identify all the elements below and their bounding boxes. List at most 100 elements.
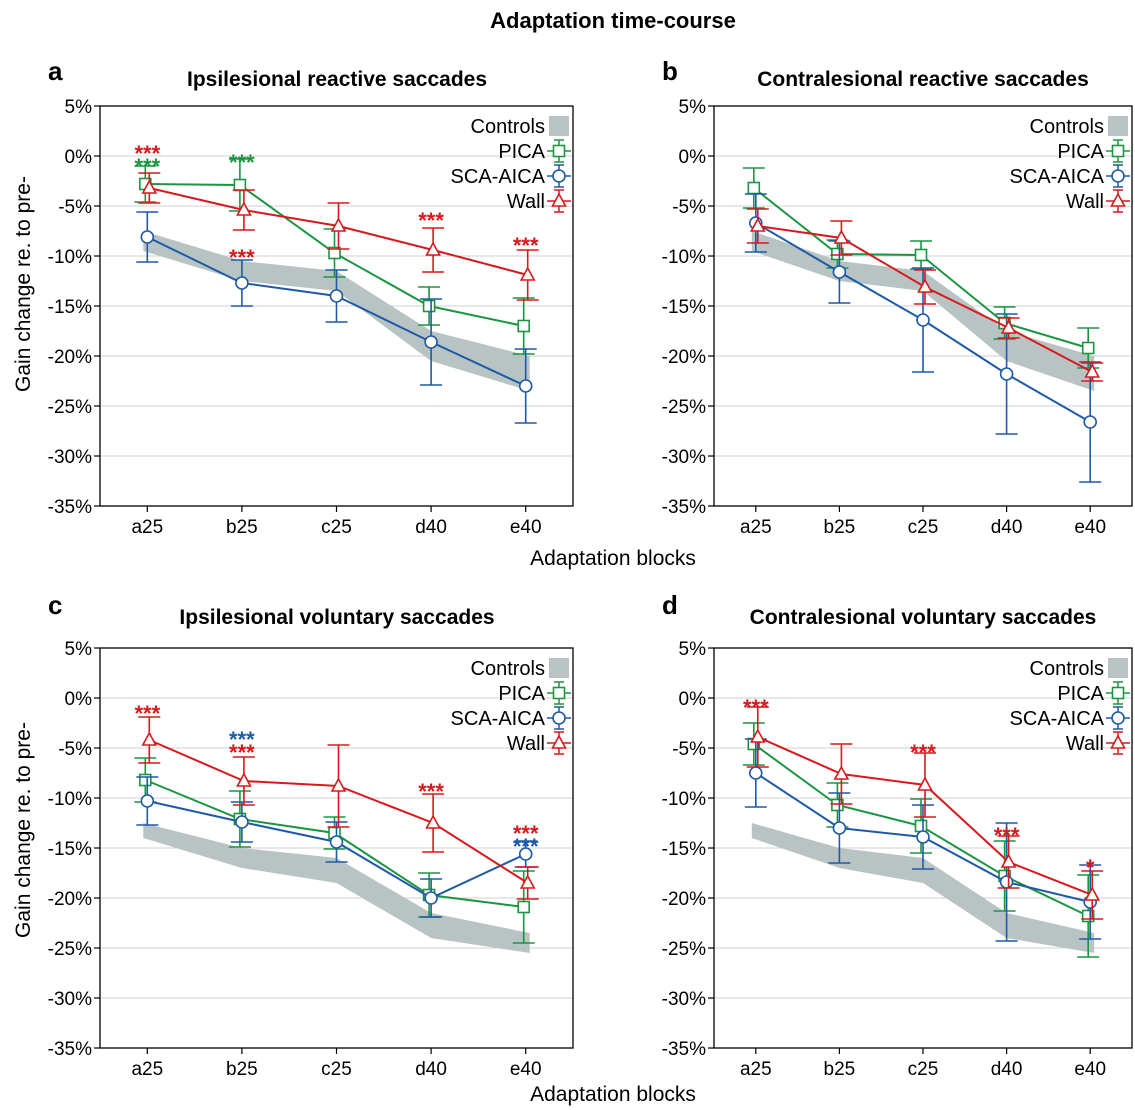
significance-marker: ***	[910, 740, 936, 765]
y-axis-label-bottom: Gain change re. to pre-	[12, 722, 35, 938]
legend-label: SCA-AICA	[451, 166, 546, 188]
chart-panel-a: a Ipsilesional reactive saccades 5% 0% -5% -1…	[48, 56, 574, 538]
legend-label: Wall	[1066, 733, 1104, 755]
chart-panel-c: c Ipsilesional voluntary saccades 5% 0% -5% -…	[48, 590, 574, 1080]
y-tick-label: -25%	[662, 397, 706, 418]
data-point	[831, 798, 844, 812]
data-point	[424, 891, 438, 905]
legend-label: Wall	[507, 733, 545, 755]
legend-swatch-controls	[1108, 658, 1128, 678]
legend: Controls PICA SCA-AICA Wall	[1010, 658, 1130, 755]
legend-swatch-controls	[1108, 116, 1128, 136]
y-tick-label: -30%	[48, 447, 92, 468]
x-axis-label-bottom: Adaptation blocks	[530, 1083, 696, 1106]
significance-marker: ***	[229, 245, 255, 270]
significance-marker: ***	[229, 150, 255, 175]
data-point	[139, 773, 152, 787]
data-point	[425, 814, 441, 829]
series-wall	[138, 172, 539, 301]
panel-title: Ipsilesional reactive saccades	[187, 68, 487, 91]
x-tick-label: d40	[415, 517, 447, 538]
data-point	[914, 248, 928, 262]
data-point	[140, 794, 155, 808]
panel-letter: c	[48, 590, 62, 620]
x-tick-label: a25	[131, 517, 163, 538]
data-point	[833, 765, 850, 780]
x-tick-label: e40	[510, 517, 542, 538]
y-tick-label: -20%	[662, 889, 706, 910]
legend: Controls PICA SCA-AICA Wall	[1010, 116, 1130, 213]
legend-marker-wall	[551, 734, 567, 749]
x-tick-label: b25	[824, 1059, 856, 1080]
series-wall	[138, 716, 539, 900]
series-wall	[746, 706, 1104, 920]
data-point	[329, 289, 344, 303]
figure-title: Adaptation time-course	[490, 8, 736, 33]
legend-marker-sca-aica	[552, 169, 566, 183]
x-tick-label: a25	[131, 1059, 163, 1080]
controls-band	[751, 823, 1095, 953]
x-tick-label: e40	[510, 1059, 542, 1080]
data-point	[914, 819, 928, 833]
y-tick-label: -10%	[48, 247, 92, 268]
data-point	[329, 835, 344, 849]
data-point	[917, 776, 933, 791]
legend: Controls PICA SCA-AICA Wall	[451, 116, 571, 213]
data-point	[518, 379, 533, 393]
data-point	[1081, 909, 1095, 923]
series-sca-aica	[136, 776, 537, 918]
significance-marker: ***	[134, 141, 160, 166]
legend-marker-pica	[552, 686, 566, 700]
legend-marker-pica	[1111, 686, 1125, 700]
y-tick-label: -35%	[48, 1039, 92, 1060]
significance-marker: *	[1086, 855, 1095, 880]
legend: Controls PICA SCA-AICA Wall	[451, 658, 571, 755]
y-tick-label: -5%	[58, 739, 92, 760]
significance-marker: ***	[229, 727, 255, 752]
data-point	[235, 276, 249, 290]
legend-marker-pica	[1111, 144, 1125, 158]
y-tick-label: 5%	[679, 639, 707, 660]
data-point	[140, 230, 155, 244]
data-point	[999, 367, 1014, 381]
y-tick-label: -15%	[662, 297, 706, 318]
data-point	[236, 201, 252, 216]
y-tick-label: -35%	[662, 497, 706, 518]
chart-panel-d: d Contralesional voluntary saccades 5% 0% -5…	[662, 590, 1133, 1080]
legend-label: Controls	[1030, 116, 1104, 138]
y-tick-label: -25%	[48, 397, 92, 418]
significance-marker: ***	[513, 834, 539, 859]
data-point	[833, 229, 850, 244]
y-tick-label: -10%	[662, 789, 706, 810]
series-pica	[134, 757, 535, 944]
data-point	[748, 766, 763, 780]
x-tick-label: b25	[226, 1059, 258, 1080]
controls-band	[143, 231, 530, 391]
significance-marker: ***	[418, 208, 444, 233]
x-tick-label: e40	[1074, 1059, 1106, 1080]
legend-swatch-controls	[549, 116, 569, 136]
data-point	[236, 772, 252, 787]
x-tick-label: a25	[740, 1059, 772, 1080]
data-point	[141, 731, 158, 746]
data-point	[141, 179, 158, 194]
panel-letter: b	[662, 56, 678, 86]
significance-marker: ***	[743, 695, 769, 720]
data-point	[424, 335, 438, 349]
x-tick-label: c25	[908, 1059, 939, 1080]
data-point	[1084, 886, 1101, 901]
data-point	[831, 247, 844, 261]
data-point	[235, 815, 249, 829]
legend-swatch-controls	[549, 658, 569, 678]
x-tick-label: d40	[415, 1059, 447, 1080]
legend-label: PICA	[498, 141, 545, 163]
y-tick-label: 0%	[679, 147, 707, 168]
data-point	[330, 217, 347, 232]
chart-panels: a Ipsilesional reactive saccades 5% 0% -5% -1…	[48, 56, 1133, 1080]
x-tick-label: b25	[824, 517, 856, 538]
data-point	[747, 181, 761, 195]
x-tick-label: e40	[1074, 517, 1106, 538]
data-point	[1081, 341, 1095, 355]
